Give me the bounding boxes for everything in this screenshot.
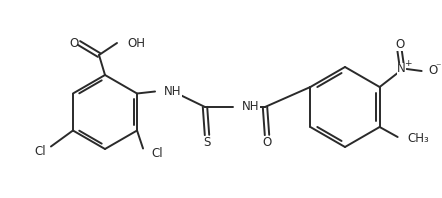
- Text: Cl: Cl: [34, 145, 46, 158]
- Text: CH₃: CH₃: [408, 132, 429, 146]
- Text: OH: OH: [127, 36, 145, 50]
- Text: NH: NH: [164, 85, 182, 98]
- Text: Cl: Cl: [151, 147, 163, 160]
- Text: +: +: [404, 60, 412, 69]
- Text: O: O: [429, 65, 438, 77]
- Text: N: N: [397, 63, 406, 75]
- Text: NH: NH: [242, 100, 259, 112]
- Text: S: S: [203, 135, 211, 148]
- Text: O: O: [263, 135, 272, 148]
- Text: O: O: [395, 37, 404, 50]
- Text: O: O: [69, 36, 79, 50]
- Text: ⁻: ⁻: [435, 62, 440, 72]
